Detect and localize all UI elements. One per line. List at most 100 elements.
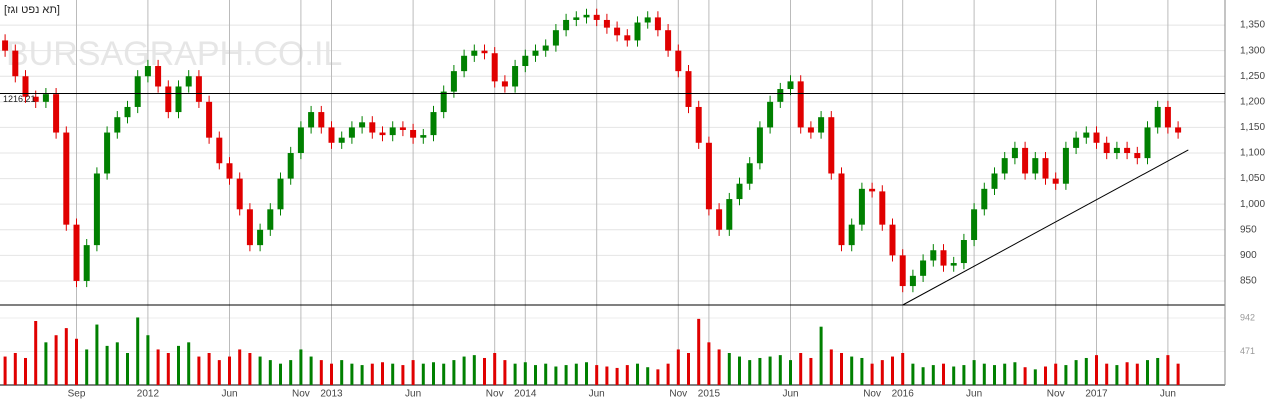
y-tick-label: 1,350 bbox=[1240, 20, 1265, 31]
volume-bar bbox=[921, 367, 925, 385]
volume-bar bbox=[381, 362, 384, 385]
candle-body bbox=[1154, 106, 1161, 128]
candle-body bbox=[440, 91, 447, 113]
volume-bar bbox=[503, 360, 507, 385]
candle-body bbox=[614, 27, 621, 36]
volume-bar bbox=[411, 360, 415, 385]
volume-bar bbox=[911, 363, 915, 385]
candle-body bbox=[104, 132, 111, 174]
y-tick-label: 1,000 bbox=[1240, 199, 1265, 210]
volume-bar bbox=[778, 355, 782, 385]
candle-body bbox=[603, 19, 610, 28]
x-tick-label: Nov bbox=[292, 389, 310, 400]
volume-bar bbox=[1105, 363, 1109, 385]
volume-bar bbox=[615, 367, 619, 385]
candle-body bbox=[165, 86, 172, 113]
x-tick-label: Jun bbox=[966, 389, 982, 400]
volume-bar bbox=[442, 363, 446, 385]
candle-body bbox=[940, 250, 947, 266]
candle-body bbox=[267, 209, 274, 230]
volume-bar bbox=[656, 369, 660, 385]
volume-bar bbox=[350, 363, 354, 385]
candle-body bbox=[716, 209, 723, 230]
candle-body bbox=[226, 163, 233, 179]
volume-bar bbox=[1003, 363, 1007, 385]
candle-body bbox=[777, 89, 784, 102]
volume-bar bbox=[534, 365, 537, 385]
y-tick-label: 1,050 bbox=[1240, 173, 1265, 184]
candle-body bbox=[257, 229, 264, 246]
candle-body bbox=[1124, 147, 1131, 154]
volume-bar bbox=[819, 326, 823, 385]
candle-body bbox=[53, 94, 60, 133]
volume-bar bbox=[340, 360, 344, 385]
volume-bar bbox=[523, 362, 527, 385]
y-tick-label: 1,200 bbox=[1240, 96, 1265, 107]
y-tick-label: 850 bbox=[1240, 276, 1257, 287]
candle-body bbox=[144, 66, 151, 77]
volume-bar bbox=[799, 353, 803, 385]
volume-bar bbox=[972, 360, 976, 385]
volume-bar bbox=[789, 360, 792, 385]
candle-body bbox=[869, 188, 876, 192]
candle-body bbox=[818, 117, 825, 133]
candle-body bbox=[501, 81, 508, 87]
volume-tick-label: 471 bbox=[1240, 346, 1255, 356]
volume-bar bbox=[1054, 363, 1058, 385]
candle-body bbox=[430, 112, 437, 136]
volume-bar bbox=[1074, 360, 1078, 385]
candle-body bbox=[22, 76, 29, 97]
candle-body bbox=[93, 173, 100, 246]
volume-bar bbox=[544, 363, 548, 385]
candle-body bbox=[124, 106, 131, 118]
x-tick-label: 2017 bbox=[1085, 389, 1108, 400]
volume-bar bbox=[860, 357, 864, 385]
candle-body bbox=[736, 183, 743, 200]
volume-bar bbox=[330, 363, 333, 385]
candle-body bbox=[634, 22, 641, 41]
volume-bar bbox=[931, 365, 935, 385]
candle-body bbox=[308, 112, 315, 128]
candle-body bbox=[1113, 147, 1120, 154]
candle-body bbox=[277, 178, 284, 210]
volume-bar bbox=[554, 366, 558, 385]
volume-bar bbox=[840, 353, 843, 385]
volume-bar bbox=[3, 356, 7, 385]
candle-body bbox=[593, 14, 600, 20]
candle-body bbox=[1134, 153, 1141, 159]
candle-body bbox=[665, 30, 672, 51]
candle-body bbox=[705, 142, 712, 210]
volume-bar bbox=[870, 363, 874, 385]
volume-bar bbox=[585, 362, 588, 385]
candle-body bbox=[644, 17, 651, 23]
candle-body bbox=[583, 14, 590, 18]
volume-bar bbox=[34, 321, 38, 385]
volume-bar bbox=[1176, 363, 1180, 385]
volume-bar bbox=[768, 356, 772, 385]
candle-body bbox=[236, 178, 243, 210]
volume-bar bbox=[258, 356, 262, 385]
candle-body bbox=[654, 17, 661, 31]
chart-title: [תא נפט וגז] bbox=[4, 4, 60, 16]
volume-bar bbox=[166, 353, 170, 385]
x-tick-label: 2016 bbox=[892, 389, 915, 400]
candle-body bbox=[675, 50, 682, 72]
volume-tick-label: 942 bbox=[1240, 312, 1255, 322]
candle-body bbox=[32, 96, 39, 102]
volume-bar bbox=[146, 335, 150, 385]
volume-bar bbox=[666, 363, 670, 385]
x-tick-label: Nov bbox=[863, 389, 881, 400]
volume-bar bbox=[115, 342, 119, 385]
candle-body bbox=[1073, 137, 1080, 148]
candle-body bbox=[909, 275, 916, 287]
candle-body bbox=[399, 127, 406, 130]
volume-bar bbox=[727, 353, 731, 385]
x-tick-label: Jun bbox=[782, 389, 798, 400]
volume-bar bbox=[401, 365, 405, 385]
volume-bar bbox=[1115, 365, 1119, 385]
candle-body bbox=[746, 163, 753, 184]
volume-bar bbox=[452, 360, 456, 385]
volume-bar bbox=[1135, 363, 1139, 385]
volume-bar bbox=[707, 342, 711, 385]
volume-bar bbox=[605, 366, 609, 385]
